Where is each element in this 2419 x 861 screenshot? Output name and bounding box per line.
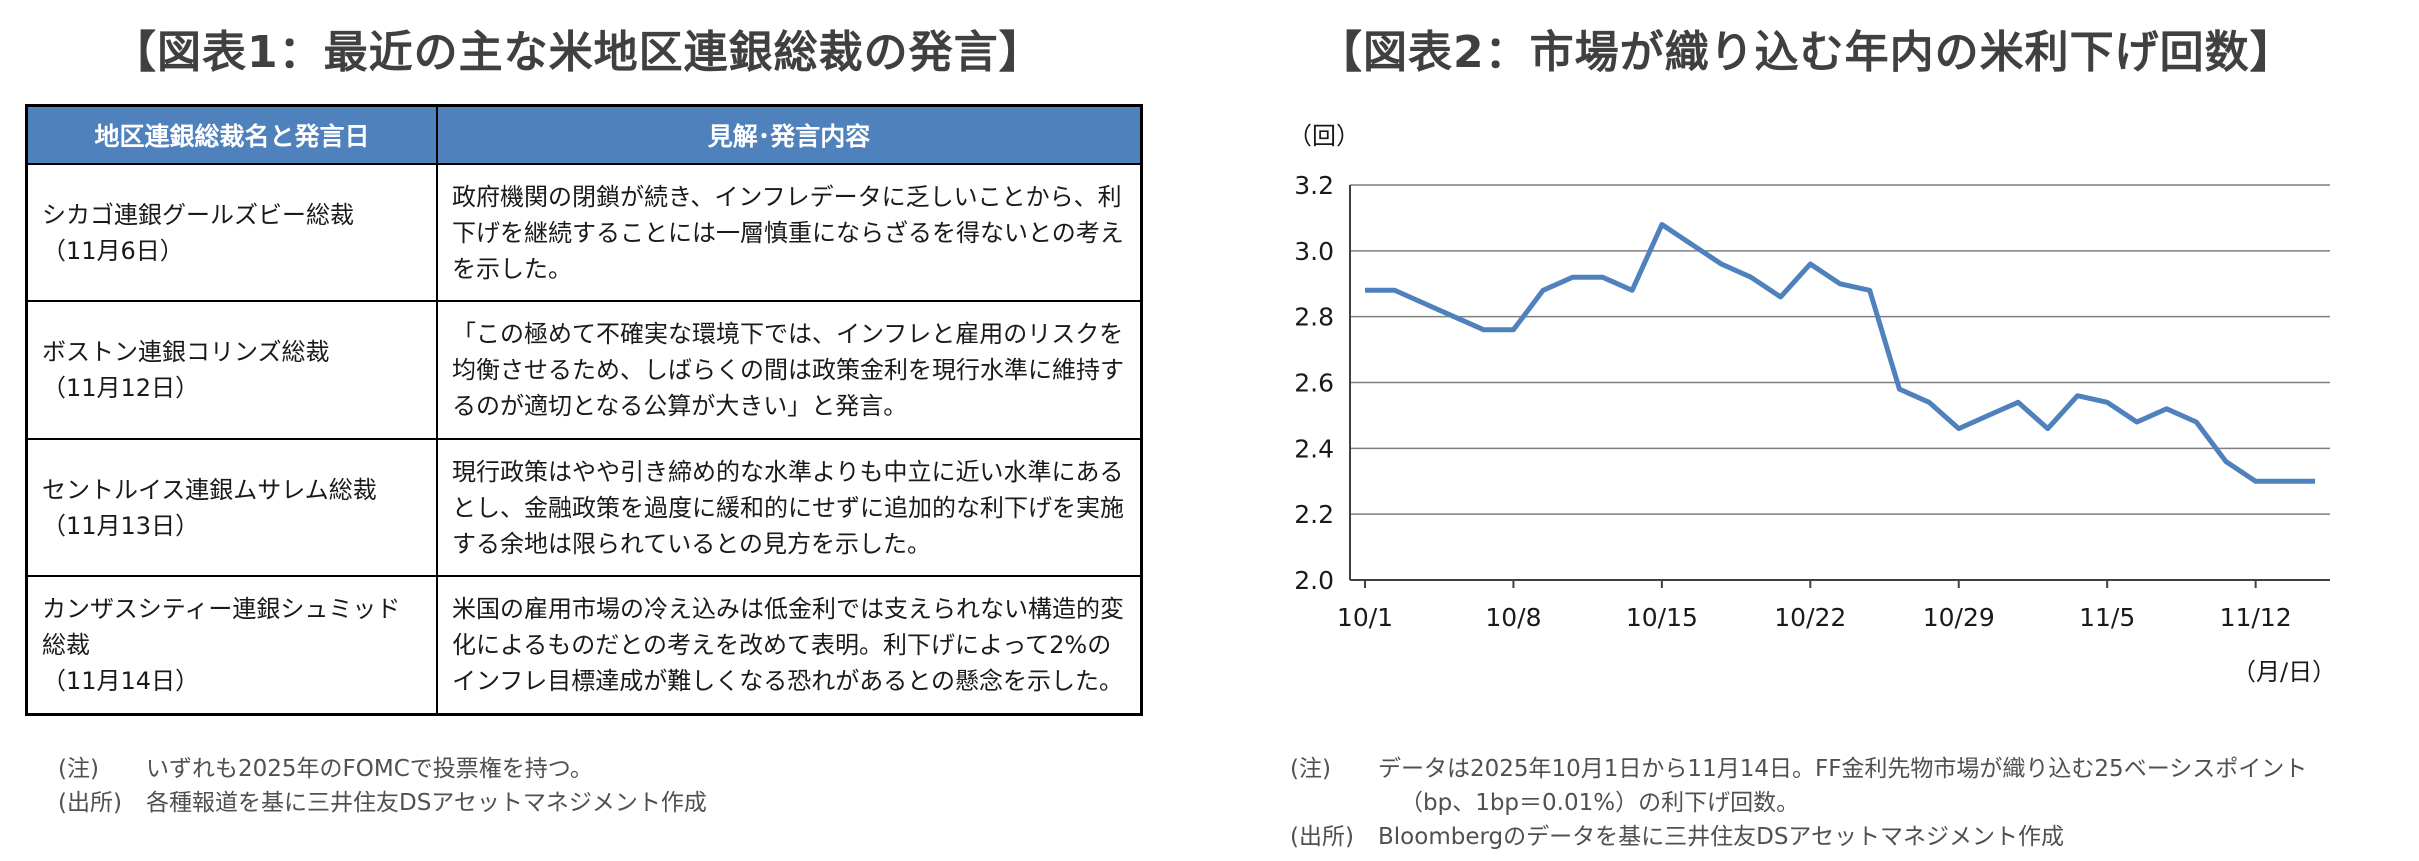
chart-note: (注) データは2025年10月1日から11月14日。FF金利先物市場が織り込む2… xyxy=(1290,752,2307,786)
speech-date: （11月12日） xyxy=(42,374,200,403)
note-text: データは2025年10月1日から11月14日。FF金利先物市場が織り込む25ベー… xyxy=(1378,756,2308,782)
y-tick-label: 3.0 xyxy=(1294,237,1334,266)
x-tick-label: 10/29 xyxy=(1923,603,1995,632)
chart-grid xyxy=(1349,184,2330,581)
y-tick-label: 2.6 xyxy=(1294,369,1334,398)
x-axis-ticks: 10/1 10/8 10/15 10/22 10/29 11/5 11/12 xyxy=(1337,580,2292,632)
x-axis-label: （月/日） xyxy=(2232,658,2336,686)
x-tick-label: 11/12 xyxy=(2220,603,2292,632)
table-note: (注) いずれも2025年のFOMCで投票権を持つ。 xyxy=(58,752,707,786)
note-label: (注) xyxy=(58,756,99,782)
source-label: (出所) xyxy=(1290,824,1354,850)
y-axis-ticks: 2.0 2.2 2.4 2.6 2.8 3.0 3.2 xyxy=(1294,171,1334,595)
source-text: 各種報道を基に三井住友DSアセットマネジメント作成 xyxy=(146,790,707,816)
table-notes: (注) いずれも2025年のFOMCで投票権を持つ。 (出所) 各種報道を基に三井住… xyxy=(58,752,707,820)
x-tick-label: 11/5 xyxy=(2079,603,2135,632)
table-row: カンザスシティー連銀シュミッド総裁 （11月14日） 米国の雇用市場の冷え込みは… xyxy=(25,575,1143,716)
table-row: セントルイス連銀ムサレム総裁 （11月13日） 現行政策はやや引き締め的な水準よ… xyxy=(25,437,1143,578)
note-label: (注) xyxy=(1290,756,1331,782)
chart-source: (出所) Bloombergのデータを基に三井住友DSアセットマネジメント作成 xyxy=(1290,820,2307,854)
speaker-name: シカゴ連銀グールズビー総裁 xyxy=(42,200,354,229)
table-source: (出所) 各種報道を基に三井住友DSアセットマネジメント作成 xyxy=(58,786,707,820)
speech-date: （11月13日） xyxy=(42,511,200,540)
remarks-cell: 現行政策はやや引き締め的な水準よりも中立に近い水準にあるとし、金融政策を過度に緩… xyxy=(436,437,1143,578)
speaker-name: セントルイス連銀ムサレム総裁 xyxy=(42,475,377,504)
source-label: (出所) xyxy=(58,790,122,816)
speech-date: （11月14日） xyxy=(42,667,200,696)
chart-title: 【図表2：市場が織り込む年内の米利下げ回数】 xyxy=(1318,27,2295,78)
chart-note-continued: （bp、1bp＝0.01%）の利下げ回数。 xyxy=(1290,786,2307,820)
table-row: ボストン連銀コリンズ総裁 （11月12日） 「この極めて不確実な環境下では、イン… xyxy=(25,300,1143,440)
table-title: 【図表1：最近の主な米地区連銀総裁の発言】 xyxy=(112,27,1044,78)
remarks-cell: 「この極めて不確実な環境下では、インフレと雇用のリスクを均衡させるため、しばらく… xyxy=(436,300,1143,440)
rate-cut-series-line xyxy=(1365,222,2315,484)
y-tick-label: 2.2 xyxy=(1294,500,1334,529)
remarks-cell: 米国の雇用市場の冷え込みは低金利では支えられない構造的変化によるものだとの考えを… xyxy=(436,575,1143,716)
y-tick-label: 2.8 xyxy=(1294,303,1334,332)
fed-speakers-table: 地区連銀総裁名と発言日 見解･発言内容 シカゴ連銀グールズビー総裁 （11月6日… xyxy=(25,104,1143,716)
speaker-name: ボストン連銀コリンズ総裁 xyxy=(42,338,330,367)
y-tick-label: 3.2 xyxy=(1294,171,1334,200)
speaker-cell: ボストン連銀コリンズ総裁 （11月12日） xyxy=(25,300,438,440)
chart-notes: (注) データは2025年10月1日から11月14日。FF金利先物市場が織り込む2… xyxy=(1290,752,2307,854)
x-tick-label: 10/15 xyxy=(1626,603,1698,632)
header-remarks: 見解･発言内容 xyxy=(436,104,1143,165)
x-tick-label: 10/22 xyxy=(1774,603,1846,632)
x-tick-label: 10/8 xyxy=(1485,603,1541,632)
y-axis-label: （回） xyxy=(1288,122,1360,150)
note-text-continued: （bp、1bp＝0.01%）の利下げ回数。 xyxy=(1400,790,1800,816)
y-tick-label: 2.4 xyxy=(1294,434,1334,463)
y-tick-label: 2.0 xyxy=(1294,566,1334,595)
table-row: シカゴ連銀グールズビー総裁 （11月6日） 政府機関の閉鎖が続き、インフレデータ… xyxy=(25,162,1143,303)
remarks-cell: 政府機関の閉鎖が続き、インフレデータに乏しいことから、利下げを継続することには一… xyxy=(436,162,1143,303)
speaker-cell: シカゴ連銀グールズビー総裁 （11月6日） xyxy=(25,162,438,303)
note-text: いずれも2025年のFOMCで投票権を持つ。 xyxy=(146,756,593,782)
speaker-name: カンザスシティー連銀シュミッド総裁 xyxy=(42,595,401,660)
speech-date: （11月6日） xyxy=(42,236,184,265)
source-text: Bloombergのデータを基に三井住友DSアセットマネジメント作成 xyxy=(1378,824,2064,850)
rate-cut-chart: 2.0 2.2 2.4 2.6 2.8 3.0 3.2 10/1 10/8 10/15 10/22… xyxy=(1288,122,2336,686)
speaker-cell: カンザスシティー連銀シュミッド総裁 （11月14日） xyxy=(25,575,438,716)
speaker-cell: セントルイス連銀ムサレム総裁 （11月13日） xyxy=(25,437,438,578)
header-speaker-date: 地区連銀総裁名と発言日 xyxy=(25,104,438,165)
x-tick-label: 10/1 xyxy=(1337,603,1393,632)
